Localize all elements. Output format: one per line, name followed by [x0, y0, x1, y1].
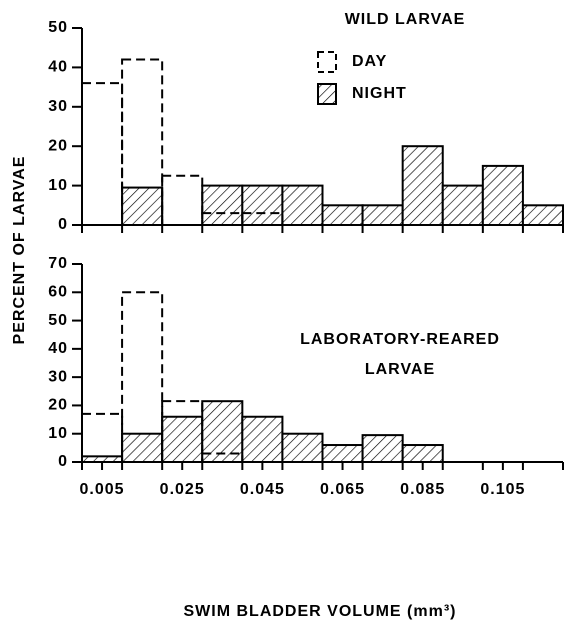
- y-tick-label: 0: [58, 453, 68, 470]
- panel-title: LABORATORY-REARED: [300, 331, 500, 348]
- histogram-bar: [401, 145, 444, 226]
- histogram-bar: [281, 184, 324, 227]
- y-tick-label: 20: [48, 137, 68, 154]
- legend-label: NIGHT: [352, 85, 407, 102]
- y-tick-label: 10: [48, 177, 68, 194]
- y-tick-label: 10: [48, 425, 68, 442]
- histogram-bar: [81, 82, 124, 226]
- x-tick-label: 0.025: [160, 481, 205, 498]
- histogram-bar: [281, 432, 324, 464]
- histogram-bar: [401, 444, 444, 463]
- panel-title: LARVAE: [365, 361, 435, 378]
- legend-swatch: [317, 83, 337, 105]
- legend-label: DAY: [352, 53, 387, 70]
- histogram-bar: [81, 412, 124, 463]
- x-tick-label: 0.085: [400, 481, 445, 498]
- histogram-bar: [241, 212, 284, 226]
- histogram-bar: [521, 204, 564, 227]
- histogram-bar: [441, 184, 484, 227]
- x-tick-label: 0.065: [320, 481, 365, 498]
- y-tick-label: 30: [48, 368, 68, 385]
- y-tick-label: 60: [48, 284, 68, 301]
- histogram-bar: [161, 174, 204, 226]
- legend-swatch: [317, 51, 337, 73]
- y-tick-label: 70: [48, 255, 68, 272]
- y-tick-label: 50: [48, 19, 68, 36]
- histogram-bar: [321, 204, 364, 227]
- histogram-bar: [121, 291, 164, 463]
- x-axis-label: SWIM BLADDER VOLUME (mm³): [184, 603, 457, 620]
- x-tick-label: 0.005: [80, 481, 125, 498]
- histogram-bar: [481, 164, 524, 226]
- y-tick-label: 20: [48, 397, 68, 414]
- x-tick-label: 0.045: [240, 481, 285, 498]
- y-tick-label: 50: [48, 312, 68, 329]
- histogram-bar: [201, 452, 244, 463]
- y-axis-label: PERCENT OF LARVAE: [11, 156, 28, 345]
- histogram-bar: [241, 184, 284, 227]
- histogram-bar: [121, 58, 164, 226]
- y-tick-label: 30: [48, 98, 68, 115]
- y-tick-label: 0: [58, 216, 68, 233]
- histogram-bar: [321, 444, 364, 463]
- panel-title: WILD LARVAE: [345, 11, 466, 28]
- histogram-bar: [361, 204, 404, 227]
- histogram-bar: [361, 434, 404, 463]
- x-tick-label: 0.105: [480, 481, 525, 498]
- y-tick-label: 40: [48, 59, 68, 76]
- histogram-bar: [161, 400, 204, 463]
- y-tick-label: 40: [48, 340, 68, 357]
- histogram-bar: [201, 212, 244, 226]
- histogram-bar: [241, 415, 284, 463]
